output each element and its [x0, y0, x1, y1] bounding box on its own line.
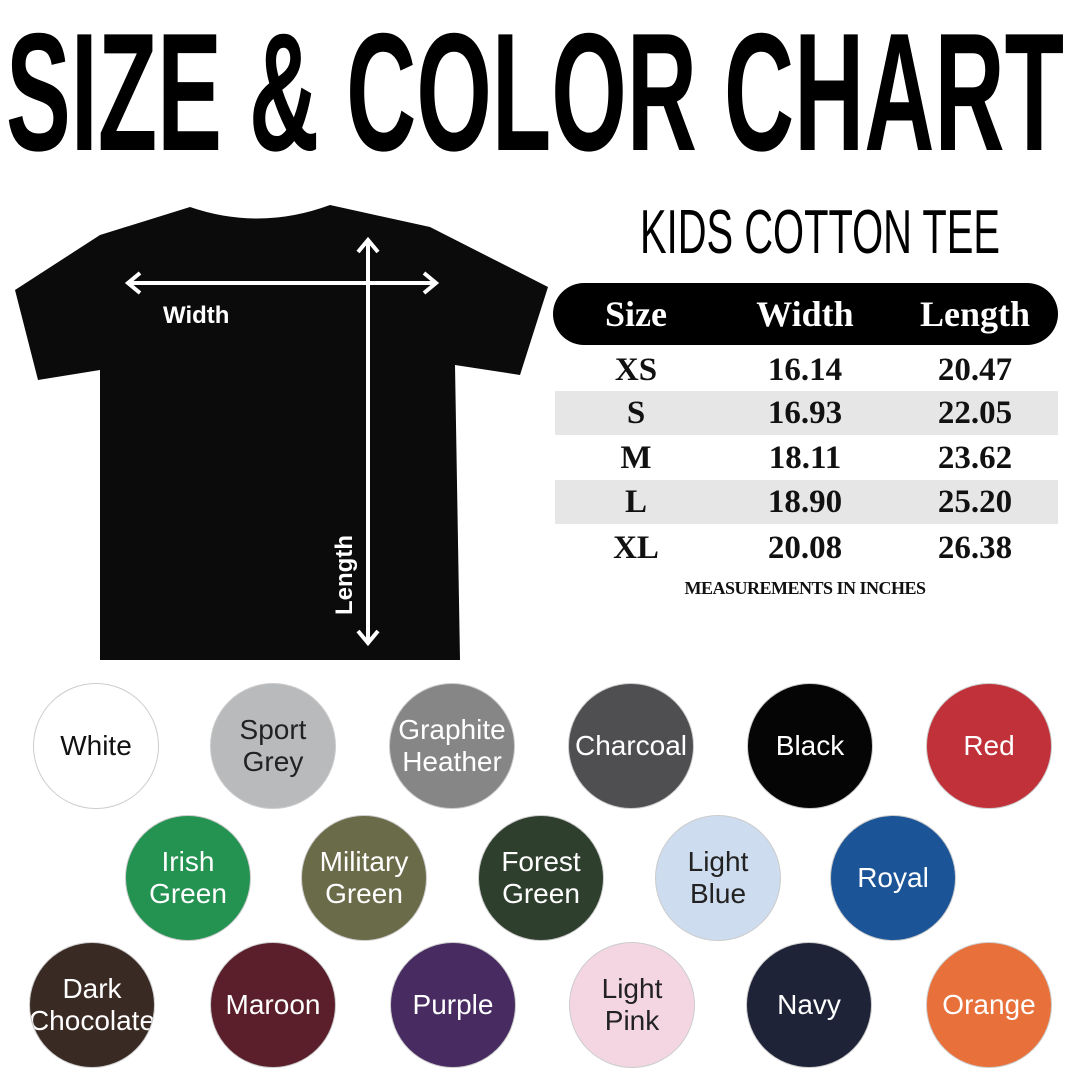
size-cell: XS — [614, 352, 658, 388]
color-swatch-charcoal: Charcoal — [568, 683, 694, 809]
length-cell: 26.38 — [937, 530, 1013, 566]
swatch-label: Forest Green — [501, 846, 581, 909]
size-cell: S — [626, 395, 646, 431]
length-cell: 20.47 — [937, 352, 1013, 388]
size-cell: L — [624, 484, 647, 520]
swatch-label: Red — [963, 730, 1015, 761]
width-cell: 18.90 — [767, 484, 843, 520]
width-cell: 16.93 — [767, 395, 843, 431]
color-swatch-graphite-heather: Graphite Heather — [389, 683, 515, 809]
swatch-label: Sport Grey — [239, 714, 307, 777]
color-swatch-sport-grey: Sport Grey — [210, 683, 336, 809]
color-swatch-military-green: Military Green — [301, 815, 427, 941]
color-swatch-irish-green: Irish Green — [125, 815, 251, 941]
length-cell: 25.20 — [937, 484, 1013, 520]
length-label: Length — [331, 535, 358, 615]
color-swatch-navy: Navy — [746, 942, 872, 1068]
width-cell: 16.14 — [767, 352, 843, 388]
measurement-note: MEASUREMENTS IN INCHES — [684, 578, 926, 598]
color-swatch-light-blue: Light Blue — [655, 815, 781, 941]
swatch-label: Graphite Heather — [398, 714, 506, 777]
swatch-label: Irish Green — [149, 846, 227, 909]
swatch-label: Navy — [777, 989, 841, 1020]
swatch-label: Black — [775, 730, 845, 761]
swatch-label: White — [60, 730, 132, 761]
page-title: SIZE & COLOR CHART — [0, 10, 1080, 160]
size-cell: XL — [613, 530, 659, 566]
header-width: Width — [756, 294, 854, 334]
color-swatch-forest-green: Forest Green — [478, 815, 604, 941]
tshirt-shape — [15, 205, 548, 660]
swatch-label: Royal — [857, 862, 929, 893]
swatch-label: Purple — [412, 989, 494, 1020]
color-swatch-black: Black — [747, 683, 873, 809]
length-arrow — [356, 236, 380, 647]
width-cell: 18.11 — [768, 440, 842, 476]
swatch-label: Maroon — [225, 989, 321, 1020]
color-swatch-dark-chocolate: Dark Chocolate — [29, 942, 155, 1068]
color-swatch-light-pink: Light Pink — [569, 942, 695, 1068]
row-band — [555, 480, 1058, 524]
title-text: SIZE & COLOR CHART — [6, 10, 1064, 160]
color-swatch-maroon: Maroon — [210, 942, 336, 1068]
width-cell: 20.08 — [767, 530, 843, 566]
color-swatch-purple: Purple — [390, 942, 516, 1068]
color-swatch-royal: Royal — [830, 815, 956, 941]
subtitle-text: KIDS COTTON TEE — [640, 198, 1000, 265]
swatch-label: Military Green — [319, 846, 409, 909]
color-swatch-orange: Orange — [926, 942, 1052, 1068]
color-swatch-white: White — [33, 683, 159, 809]
header-size: Size — [605, 294, 667, 334]
length-cell: 22.05 — [937, 395, 1013, 431]
swatch-label: Orange — [942, 989, 1036, 1020]
table-header: Size Width Length — [553, 283, 1058, 345]
width-label: Width — [163, 302, 229, 329]
swatch-label: Light Blue — [687, 846, 749, 909]
swatch-label: Charcoal — [574, 730, 688, 761]
size-cell: M — [620, 440, 652, 476]
color-swatch-red: Red — [926, 683, 1052, 809]
row-band — [555, 391, 1058, 435]
header-length: Length — [919, 294, 1031, 334]
width-arrow — [124, 271, 440, 295]
product-subtitle: KIDS COTTON TEE — [635, 195, 1015, 265]
length-cell: 23.62 — [937, 440, 1013, 476]
tshirt-diagram: Width Length — [15, 205, 548, 660]
swatch-label: Dark Chocolate — [29, 973, 155, 1036]
swatch-label: Light Pink — [601, 973, 663, 1036]
